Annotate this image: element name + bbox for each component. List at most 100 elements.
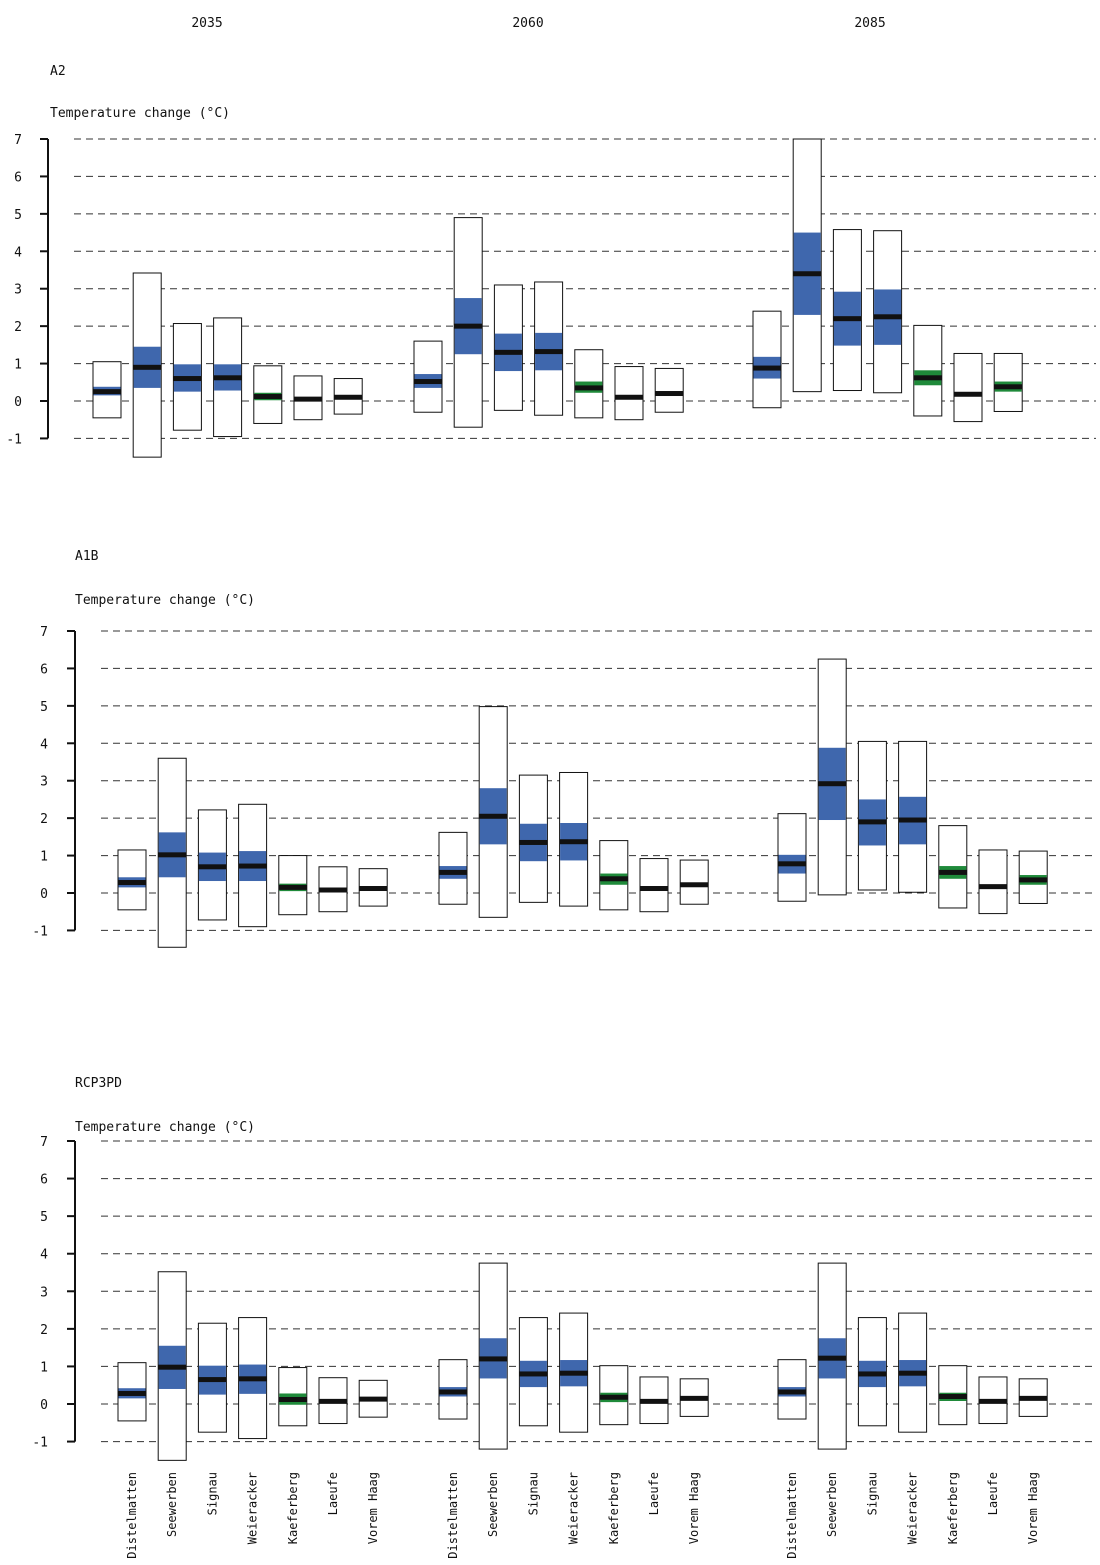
median-bar <box>359 886 388 892</box>
range-box <box>639 858 669 913</box>
box-signau <box>518 1317 548 1427</box>
median-bar <box>680 1395 709 1401</box>
box-laeufe <box>318 866 348 913</box>
range-box <box>978 849 1008 915</box>
median-bar <box>833 316 862 322</box>
site-label-seewerben: Seewerben <box>486 1472 500 1537</box>
site-label-distelmatten: Distelmatten <box>446 1472 460 1559</box>
median-bar <box>118 880 146 886</box>
box-seewerben <box>157 757 187 948</box>
y-tick-label: 0 <box>14 395 22 410</box>
site-label-weieracker: Weieracker <box>567 1472 581 1544</box>
median-bar <box>640 1398 668 1404</box>
box-weieracker <box>898 740 928 893</box>
box-kaeferberg <box>278 855 308 916</box>
box-laeufe <box>293 375 323 421</box>
site-label-laeufe: Laeufe <box>647 1472 661 1515</box>
box-seewerben <box>132 272 162 458</box>
median-bar <box>873 314 902 320</box>
site-label-seewerben: Seewerben <box>825 1472 839 1537</box>
median-bar <box>559 839 588 845</box>
median-bar <box>615 394 643 400</box>
box-group-2035 <box>117 757 388 948</box>
y-tick-label: 6 <box>40 662 48 677</box>
y-tick-label: 6 <box>14 170 22 185</box>
box-vorem-haag <box>679 1378 709 1417</box>
median-bar <box>238 863 267 869</box>
panel-a1b: A1B Temperature change (°C) -1 0 1 2 3 4 5 6 7 <box>32 549 1096 948</box>
box-distelmatten <box>438 1359 468 1420</box>
period-label-2085: 2085 <box>854 16 885 31</box>
median-bar <box>238 1376 267 1382</box>
box-signau <box>832 229 862 392</box>
median-bar <box>574 385 603 391</box>
scenario-panels: A2 Temperature change (°C) -1 0 1 2 3 4 5 6 7 A1B Te… <box>6 64 1096 1461</box>
box-seewerben <box>478 1262 508 1450</box>
median-bar <box>454 323 483 329</box>
y-tick-label: 1 <box>40 1360 48 1375</box>
median-bar <box>198 1377 227 1383</box>
box-weieracker <box>238 1317 268 1440</box>
box-distelmatten <box>413 340 443 413</box>
box-laeufe <box>978 1376 1008 1425</box>
box-group-2060 <box>438 1262 709 1450</box>
y-tick-label: -1 <box>6 432 22 447</box>
y-tick-label: 1 <box>14 358 22 373</box>
median-bar <box>938 1393 967 1399</box>
median-bar <box>680 882 709 888</box>
y-tick-label: 4 <box>40 737 48 752</box>
y-axis-label: Temperature change (°C) <box>75 593 255 608</box>
median-bar <box>213 375 242 381</box>
median-bar <box>519 1371 548 1377</box>
y-tick-label: 1 <box>40 850 48 865</box>
box-distelmatten <box>117 849 147 911</box>
median-bar <box>334 394 363 400</box>
site-label-kaeferberg: Kaeferberg <box>607 1472 621 1544</box>
median-bar <box>858 1371 887 1377</box>
box-distelmatten <box>777 1359 807 1420</box>
site-label-laeufe: Laeufe <box>986 1472 1000 1515</box>
box-signau <box>197 809 227 921</box>
box-kaeferberg <box>913 324 943 417</box>
box-signau <box>172 323 202 431</box>
box-signau <box>518 774 548 903</box>
median-bar <box>479 1356 508 1362</box>
y-axis-label: Temperature change (°C) <box>50 106 230 121</box>
y-axis-label: Temperature change (°C) <box>75 1120 255 1135</box>
median-bar <box>898 817 927 823</box>
y-tick-label: 5 <box>14 208 22 223</box>
period-label-2035: 2035 <box>191 16 222 31</box>
box-vorem-haag <box>679 859 709 905</box>
site-label-seewerben: Seewerben <box>165 1472 179 1537</box>
median-bar <box>898 1370 927 1376</box>
box-signau <box>197 1322 227 1433</box>
box-laeufe <box>953 352 983 423</box>
period-label-2060: 2060 <box>512 16 543 31</box>
site-label-laeufe: Laeufe <box>326 1472 340 1515</box>
box-laeufe <box>978 849 1008 915</box>
median-bar <box>414 379 442 385</box>
box-weieracker <box>898 1312 928 1433</box>
period-labels: 2035 2060 2085 <box>191 16 885 31</box>
box-kaeferberg <box>938 1365 968 1426</box>
panel-a2: A2 Temperature change (°C) -1 0 1 2 3 4 5 6 7 <box>6 64 1096 458</box>
box-group-2035 <box>92 272 363 458</box>
site-label-distelmatten: Distelmatten <box>785 1472 799 1559</box>
median-bar <box>439 869 467 875</box>
site-labels: Distelmatten Seewerben Signau Weieracker Kae… <box>125 1472 1040 1559</box>
box-weieracker <box>559 771 589 907</box>
median-bar <box>858 819 887 825</box>
y-tick-label: 3 <box>40 1285 48 1300</box>
median-bar <box>913 375 942 381</box>
median-bar <box>278 1396 307 1402</box>
box-kaeferberg <box>938 825 968 909</box>
site-label-distelmatten: Distelmatten <box>125 1472 139 1559</box>
y-tick-label: 5 <box>40 1210 48 1225</box>
median-bar <box>253 394 282 400</box>
box-group-2085 <box>777 1262 1048 1450</box>
y-tick-label: 0 <box>40 887 48 902</box>
y-tick-label: 4 <box>40 1248 48 1263</box>
box-vorem-haag <box>333 378 363 415</box>
median-bar <box>519 839 548 845</box>
